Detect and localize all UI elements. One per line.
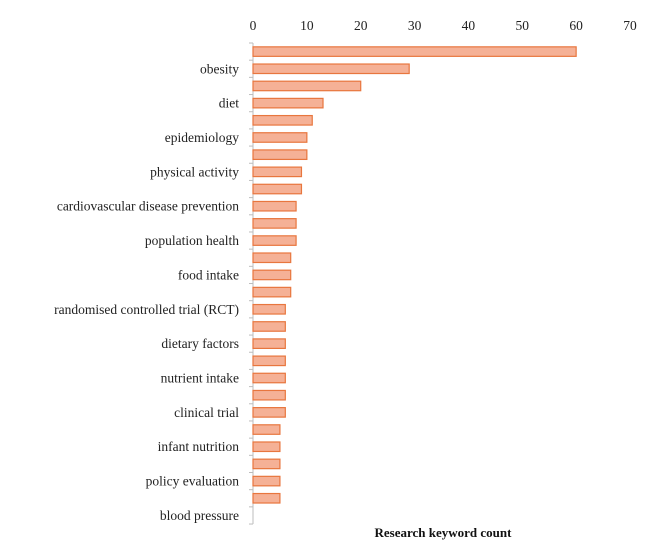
- category-label: food intake: [178, 267, 239, 282]
- bar: [252, 114, 313, 126]
- x-axis-title: Research keyword count: [375, 525, 513, 540]
- category-label: randomised controlled trial (RCT): [54, 302, 239, 317]
- bar: [252, 321, 286, 332]
- x-tick-label: 30: [408, 18, 422, 33]
- x-tick-label: 60: [569, 18, 583, 33]
- y-axis: [249, 42, 254, 525]
- category-label: blood pressure: [160, 508, 239, 523]
- category-label: dietary factors: [161, 336, 239, 351]
- bar: [252, 218, 297, 229]
- x-tick-label: 40: [462, 18, 476, 33]
- bar: [252, 63, 410, 75]
- bar: [252, 252, 292, 264]
- x-tick-label: 70: [623, 18, 637, 33]
- bar: [252, 183, 303, 195]
- bar: [252, 492, 281, 504]
- bar: [252, 166, 303, 178]
- bar: [252, 132, 308, 143]
- bar: [252, 200, 297, 212]
- category-label: population health: [145, 233, 239, 248]
- category-label: physical activity: [150, 164, 239, 179]
- x-tick-label: 50: [516, 18, 530, 33]
- bar: [252, 407, 286, 418]
- bar: [252, 149, 308, 161]
- category-label: infant nutrition: [158, 439, 240, 454]
- x-tick-label: 0: [250, 18, 257, 33]
- bar: [252, 389, 286, 401]
- bar: [252, 424, 281, 435]
- bar: [252, 46, 577, 57]
- bar: [252, 355, 286, 367]
- bar: [252, 269, 292, 281]
- x-tick-label: 10: [300, 18, 314, 33]
- category-label: obesity: [200, 61, 239, 76]
- bar: [252, 338, 286, 349]
- bar: [252, 97, 324, 109]
- bar: [252, 235, 297, 246]
- bar: [252, 458, 281, 470]
- category-label: epidemiology: [165, 130, 239, 145]
- x-axis-tick-labels: 0 10 20 30 40 50 60 70: [250, 18, 637, 33]
- category-label: clinical trial: [174, 405, 239, 420]
- category-label: cardiovascular disease prevention: [57, 199, 239, 214]
- bar: [252, 80, 362, 92]
- category-labels: obesity diet epidemiology physical activity…: [54, 61, 239, 523]
- category-label: policy evaluation: [146, 474, 240, 489]
- bar: [252, 441, 281, 453]
- x-tick-label: 20: [354, 18, 368, 33]
- bar: [252, 303, 286, 315]
- bars: [252, 46, 577, 504]
- category-label: nutrient intake: [161, 371, 239, 386]
- bar: [252, 286, 292, 298]
- bar: [252, 475, 281, 487]
- category-label: diet: [219, 96, 239, 111]
- bar: [252, 372, 286, 384]
